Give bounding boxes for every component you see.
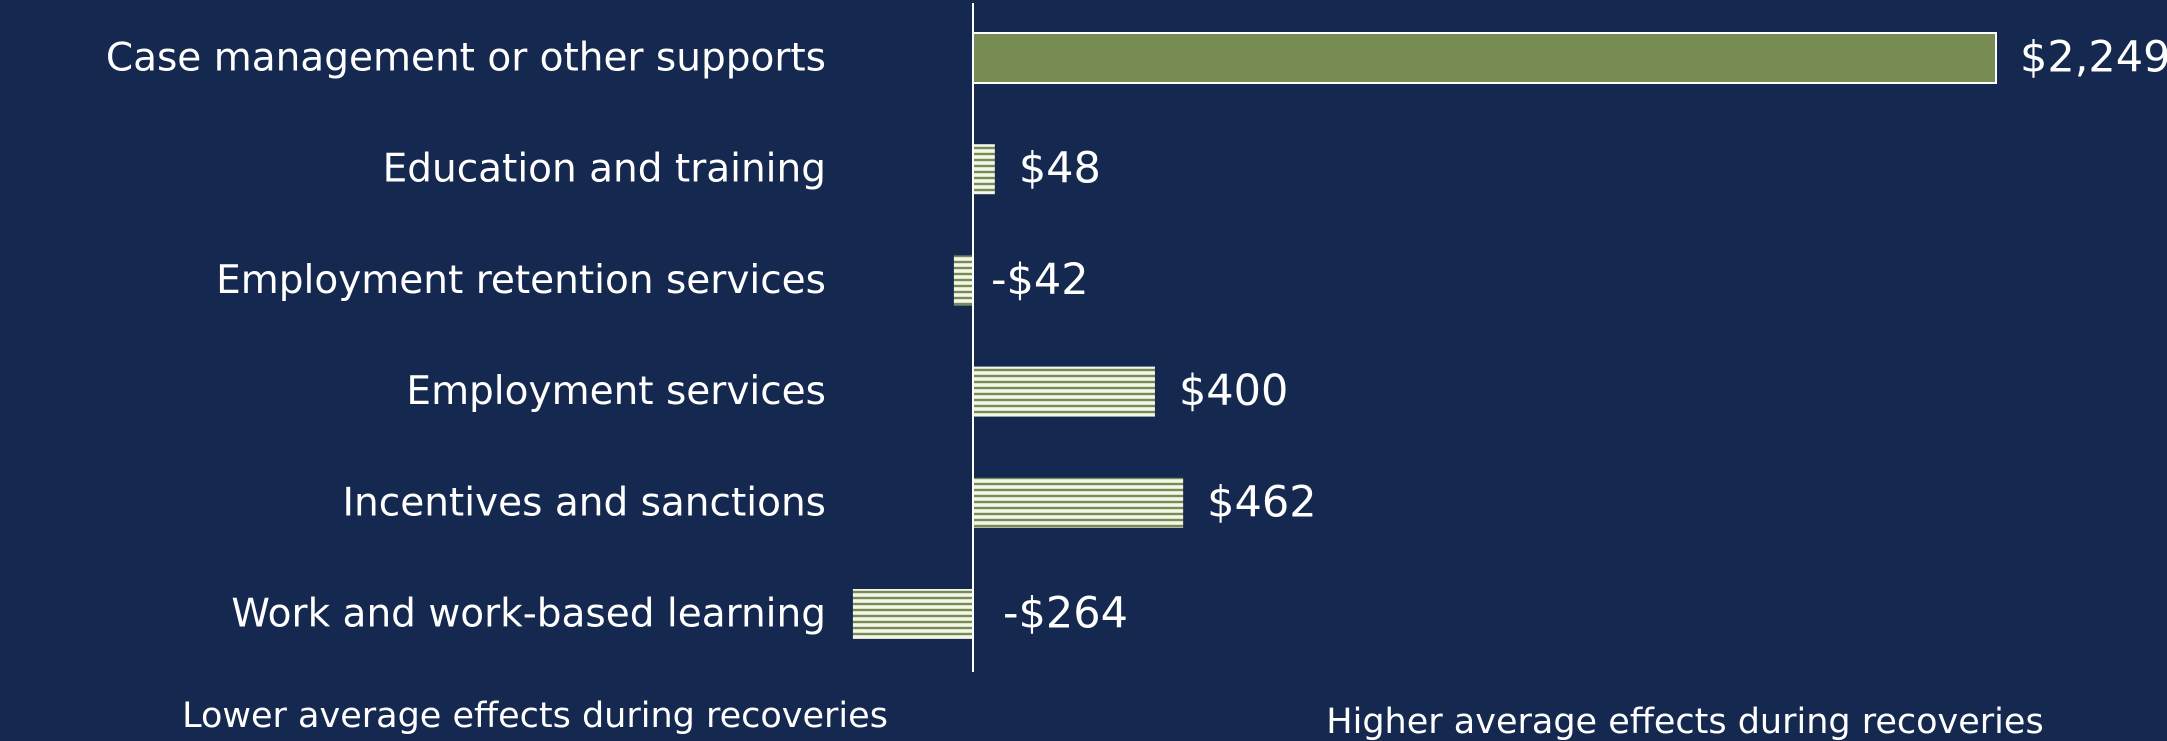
bar [973, 366, 1155, 417]
annotation: Lower average effects during recoveries [182, 696, 888, 736]
value-label: $462 [1207, 477, 1316, 527]
category-label: Case management or other supports [106, 36, 826, 81]
value-label: -$264 [1003, 589, 1128, 639]
bar [972, 32, 1997, 84]
bar [973, 477, 1184, 528]
category-label: Education and training [383, 147, 826, 192]
bar [852, 589, 973, 639]
value-label: $400 [1179, 366, 1288, 416]
value-label: -$42 [991, 255, 1089, 305]
category-label: Incentives and sanctions [343, 480, 826, 525]
category-label: Employment services [406, 369, 826, 414]
bar [973, 144, 995, 195]
value-label: $48 [1019, 144, 1101, 194]
bar [953, 255, 973, 306]
category-label: Work and work-based learning [231, 592, 826, 637]
annotation: Higher average effects during recoveries [1326, 702, 2043, 741]
category-label: Employment retention services [216, 258, 826, 303]
value-label: $2,249 [2020, 33, 2167, 83]
